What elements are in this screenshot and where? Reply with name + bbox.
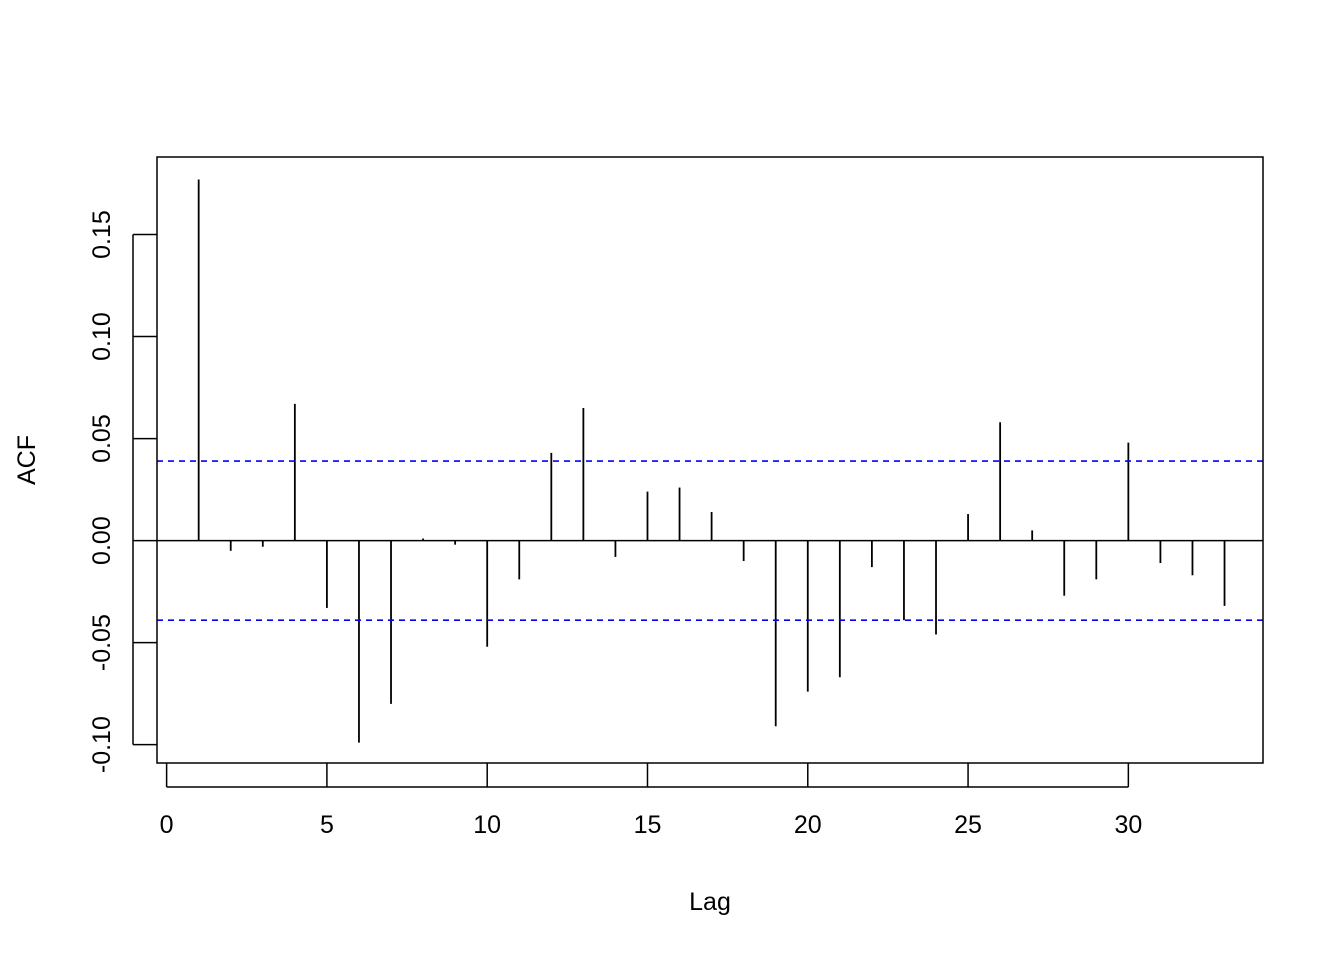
plot-box [156, 156, 1264, 764]
x-tick-label: 10 [473, 811, 501, 839]
x-tick-label: 5 [320, 811, 334, 839]
y-axis-title: ACF [13, 435, 41, 485]
y-tick-label: 0.15 [88, 210, 116, 259]
x-axis: 0 5 10 15 20 25 30 [160, 763, 1142, 839]
x-tick-label: 30 [1114, 811, 1142, 839]
acf-bars [197, 179, 1226, 743]
confidence-bounds [157, 460, 1263, 621]
x-tick-label: 25 [954, 811, 982, 839]
x-axis-title: Lag [689, 888, 731, 916]
y-tick-label: -0.10 [88, 716, 116, 773]
y-tick-label: -0.05 [88, 614, 116, 671]
x-tick-label: 20 [794, 811, 822, 839]
x-tick-label: 0 [160, 811, 174, 839]
x-tick-label: 15 [634, 811, 662, 839]
y-axis: -0.10 -0.05 0.00 0.05 0.10 0.15 [88, 210, 157, 773]
y-tick-label: 0.10 [88, 312, 116, 361]
y-tick-label: 0.05 [88, 414, 116, 463]
y-tick-label: 0.00 [88, 516, 116, 565]
